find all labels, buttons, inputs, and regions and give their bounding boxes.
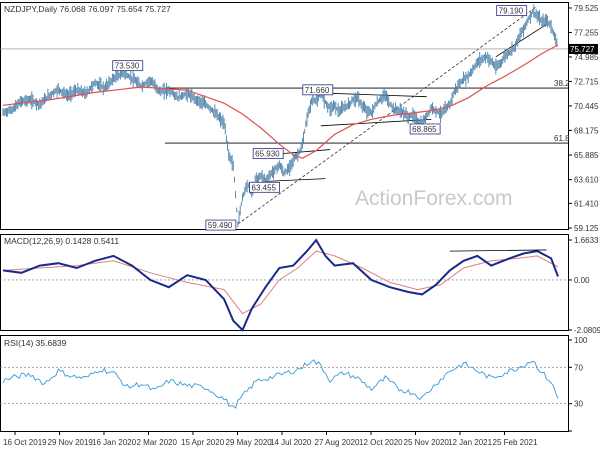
rsi-title: RSI(14) 35.6839 [4, 338, 67, 348]
x-tick-label: 25 Nov 2020 [404, 438, 450, 447]
macd-y-tick-label: 1.6633 [574, 236, 599, 245]
price-y-tick-label: 77.255 [574, 28, 599, 37]
price-y-tick-label: 72.715 [574, 77, 599, 86]
x-tick-label: 14 Jul 2020 [270, 438, 312, 447]
symbol-title: NZDJPY,Daily [4, 4, 58, 14]
moving-average-line [2, 44, 559, 159]
price-y-tick-label: 68.175 [574, 126, 599, 135]
price-annotation-label: 71.660 [305, 86, 330, 95]
rsi-y-tick-label: 70 [574, 363, 583, 372]
price-annotation-box [252, 148, 284, 160]
price-title: NZDJPY,Daily 76.068 76.097 75.654 75.727 [4, 4, 171, 14]
price-annotation-box [496, 5, 528, 17]
ohlc-open: 76.068 [60, 4, 86, 14]
price-y-tick-label: 59.125 [574, 224, 599, 233]
price-annotation-label: 63.455 [252, 183, 277, 192]
price-annotation-box [249, 181, 280, 193]
last-price-tag [568, 43, 598, 54]
price-annotation-box [302, 84, 334, 96]
range-upper-line [316, 92, 427, 98]
x-tick-label: 2 Mar 2020 [137, 438, 178, 447]
price-annotation-label: 59.490 [208, 221, 233, 230]
price-panel-frame [0, 2, 569, 230]
price-annotation-label: 68.865 [412, 125, 437, 134]
rsi-panel-frame [0, 335, 569, 432]
ohlc-close: 75.727 [145, 4, 171, 14]
x-tick-label: 15 Apr 2020 [181, 438, 225, 447]
macd-y-tick-label: -2.0809 [574, 326, 600, 335]
price-y-tick-label: 61.410 [574, 199, 599, 208]
x-tick-label: 29 Nov 2019 [48, 438, 94, 447]
fib-level-label: 61.8 [554, 134, 570, 143]
x-tick-label: 12 Jan 2021 [448, 438, 493, 447]
watermark: ActionForex.com [355, 187, 513, 210]
price-annotation-label: 73.530 [115, 62, 140, 71]
price-annotation-label: 79.190 [499, 7, 524, 16]
macd-y-tick-label: 0.00 [574, 276, 590, 285]
rsi-y-tick-label: 30 [574, 400, 583, 409]
x-tick-label: 12 Oct 2020 [359, 438, 403, 447]
price-y-tick-label: 74.985 [574, 53, 599, 62]
price-y-tick-label: 63.610 [574, 176, 599, 185]
rsi-y-tick-label: 100 [574, 336, 588, 345]
ohlc-high: 76.097 [88, 4, 114, 14]
dashed-trend-line [237, 5, 538, 225]
x-tick-label: 16 Jan 2020 [92, 438, 137, 447]
x-tick-label: 16 Oct 2019 [3, 438, 47, 447]
price-y-tick-label: 70.445 [574, 102, 599, 111]
rsi-line [2, 359, 559, 409]
price-annotation-box [409, 123, 441, 135]
x-tick-label: 25 Feb 2021 [493, 438, 538, 447]
last-price-tag-label: 75.727 [570, 45, 595, 54]
ohlc-low: 75.654 [116, 4, 142, 14]
macd-title: MACD(12,26,9) 0.1428 0.5411 [4, 236, 119, 246]
x-tick-label: 29 May 2020 [226, 438, 273, 447]
price-annotation-box [112, 60, 144, 72]
macd-line [2, 238, 559, 332]
x-tick-label: 27 Aug 2020 [315, 438, 360, 447]
price-annotation-box [205, 219, 237, 231]
macd-panel-frame [0, 234, 569, 331]
price-y-tick-label: 65.885 [574, 151, 599, 160]
channel-lower-line [265, 178, 326, 182]
fib-level-label: 38.2 [554, 79, 570, 88]
price-y-tick-label: 79.525 [574, 4, 599, 13]
price-annotation-label: 65.930 [255, 150, 280, 159]
macd-divergence-line [449, 249, 547, 252]
